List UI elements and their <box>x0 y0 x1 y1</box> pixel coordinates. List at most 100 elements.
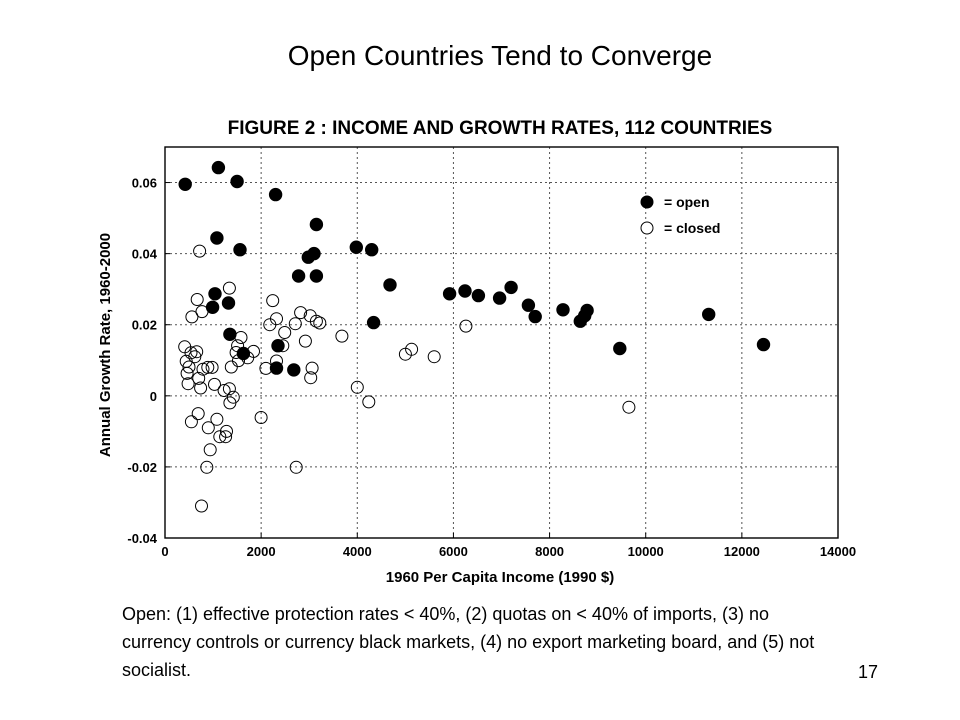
closed-country-point <box>289 460 303 474</box>
caption-text: Open: (1) effective protection rates < 4… <box>122 604 815 680</box>
y-tick-label: 0 <box>150 389 157 404</box>
y-tick-label: 0.02 <box>132 318 157 333</box>
closed-country-point <box>226 390 240 404</box>
open-country-point <box>471 288 486 303</box>
closed-country-point <box>210 412 224 426</box>
closed-country-point <box>288 317 302 331</box>
closed-country-point <box>190 293 204 306</box>
closed-country-point <box>184 346 198 360</box>
open-country-point <box>383 278 397 292</box>
closed-country-point <box>270 312 283 326</box>
plot-frame <box>164 146 839 539</box>
y-tick-label: 0.04 <box>132 247 158 262</box>
closed-country-point <box>184 415 198 429</box>
open-series <box>178 160 771 377</box>
open-country-point <box>291 269 306 283</box>
page-number: 17 <box>858 662 879 682</box>
closed-country-point <box>266 294 280 308</box>
y-tick-label: -0.04 <box>127 531 157 546</box>
closed-country-point <box>232 354 245 368</box>
closed-country-point <box>217 384 231 397</box>
x-tick-label: 14000 <box>820 544 856 559</box>
legend: = open = closed <box>640 194 720 236</box>
open-country-point <box>230 174 244 189</box>
closed-country-point <box>350 380 364 394</box>
closed-country-point <box>247 344 260 358</box>
closed-country-point <box>335 329 349 343</box>
open-country-point <box>442 287 457 301</box>
x-tick-label: 10000 <box>628 544 664 559</box>
closed-country-point <box>405 342 419 356</box>
x-tick-label: 2000 <box>247 544 276 559</box>
x-tick-label: 4000 <box>343 544 372 559</box>
closed-country-point <box>201 421 215 435</box>
closed-country-point <box>362 395 376 409</box>
closed-country-point <box>195 305 209 319</box>
closed-country-point <box>278 326 292 339</box>
open-country-point <box>702 307 716 322</box>
y-tick-label: 0.06 <box>132 176 157 191</box>
open-country-point <box>504 280 518 295</box>
closed-country-point <box>220 424 233 438</box>
legend-closed-label: = closed <box>664 220 720 236</box>
closed-country-point <box>208 377 221 391</box>
open-country-point <box>556 303 570 317</box>
open-country-point <box>366 315 381 330</box>
open-country-point <box>458 284 472 298</box>
closed-country-point <box>276 339 290 353</box>
x-tick-label: 6000 <box>439 544 468 559</box>
closed-country-point <box>294 306 308 320</box>
legend-open-label: = open <box>664 194 710 210</box>
axis-ticks: 0 2000 4000 6000 8000 10000 12000 14000 -0.04 -0.… <box>127 176 856 559</box>
closed-country-point <box>200 460 214 474</box>
closed-country-point <box>234 331 248 344</box>
open-country-point <box>580 303 594 318</box>
x-tick-label: 0 <box>161 544 168 559</box>
open-country-point <box>269 361 284 375</box>
closed-country-point <box>203 443 217 457</box>
x-tick-label: 8000 <box>535 544 564 559</box>
closed-country-point <box>270 354 283 368</box>
legend-open-marker <box>640 195 654 209</box>
open-country-point <box>492 291 507 305</box>
closed-country-point <box>180 366 194 380</box>
y-tick-label: -0.02 <box>127 460 157 475</box>
closed-country-point <box>231 339 245 353</box>
open-country-point <box>309 217 324 232</box>
open-country-point <box>211 160 226 175</box>
closed-country-point <box>622 400 636 414</box>
open-country-point <box>223 327 237 341</box>
open-country-point <box>287 363 301 377</box>
closed-country-point <box>259 361 273 375</box>
closed-country-point <box>305 361 319 375</box>
closed-country-point <box>185 310 199 324</box>
open-country-point <box>210 231 224 245</box>
closed-country-point <box>313 316 327 330</box>
closed-country-point <box>188 350 202 364</box>
open-country-point <box>307 246 321 261</box>
legend-closed-marker <box>640 221 654 235</box>
open-country-point <box>268 187 283 202</box>
grid-lines <box>165 147 838 538</box>
closed-country-point <box>222 382 236 396</box>
open-country-point <box>233 243 247 257</box>
open-country-point <box>528 309 542 324</box>
y-axis-label: Annual Growth Rate, 1960-2000 <box>97 233 114 457</box>
closed-country-point <box>219 430 233 444</box>
closed-country-point <box>193 244 207 258</box>
closed-country-point <box>213 430 227 444</box>
open-country-point <box>613 341 627 356</box>
x-tick-label: 12000 <box>724 544 760 559</box>
closed-country-point <box>201 360 215 374</box>
closed-country-point <box>304 371 318 385</box>
closed-country-point <box>224 360 238 374</box>
x-axis-label: 1960 Per Capita Income (1990 $) <box>386 569 614 586</box>
closed-country-point <box>254 411 268 424</box>
closed-series <box>178 244 636 513</box>
closed-country-point <box>222 281 236 295</box>
closed-country-point <box>427 350 441 364</box>
open-country-point <box>349 240 363 254</box>
open-country-point <box>309 269 324 283</box>
closed-country-point <box>309 314 323 328</box>
open-country-point <box>365 243 379 257</box>
